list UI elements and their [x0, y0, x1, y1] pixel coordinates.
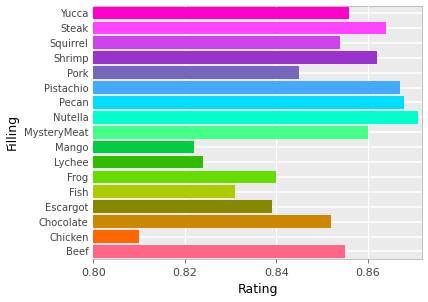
Bar — [93, 171, 276, 183]
Bar — [93, 66, 299, 79]
X-axis label: Rating: Rating — [238, 284, 278, 297]
Bar — [93, 111, 418, 124]
Bar — [93, 185, 235, 198]
Bar — [93, 215, 331, 228]
Bar — [93, 51, 377, 64]
Bar — [93, 230, 139, 243]
Bar — [93, 245, 345, 258]
Y-axis label: Filling: Filling — [6, 114, 18, 150]
Bar — [93, 81, 400, 94]
Bar — [93, 37, 340, 49]
Bar — [93, 21, 386, 34]
Bar — [93, 156, 203, 168]
Bar — [93, 7, 349, 19]
Bar — [93, 96, 404, 109]
Bar — [93, 141, 194, 153]
Bar — [93, 201, 272, 213]
Bar — [93, 126, 368, 139]
